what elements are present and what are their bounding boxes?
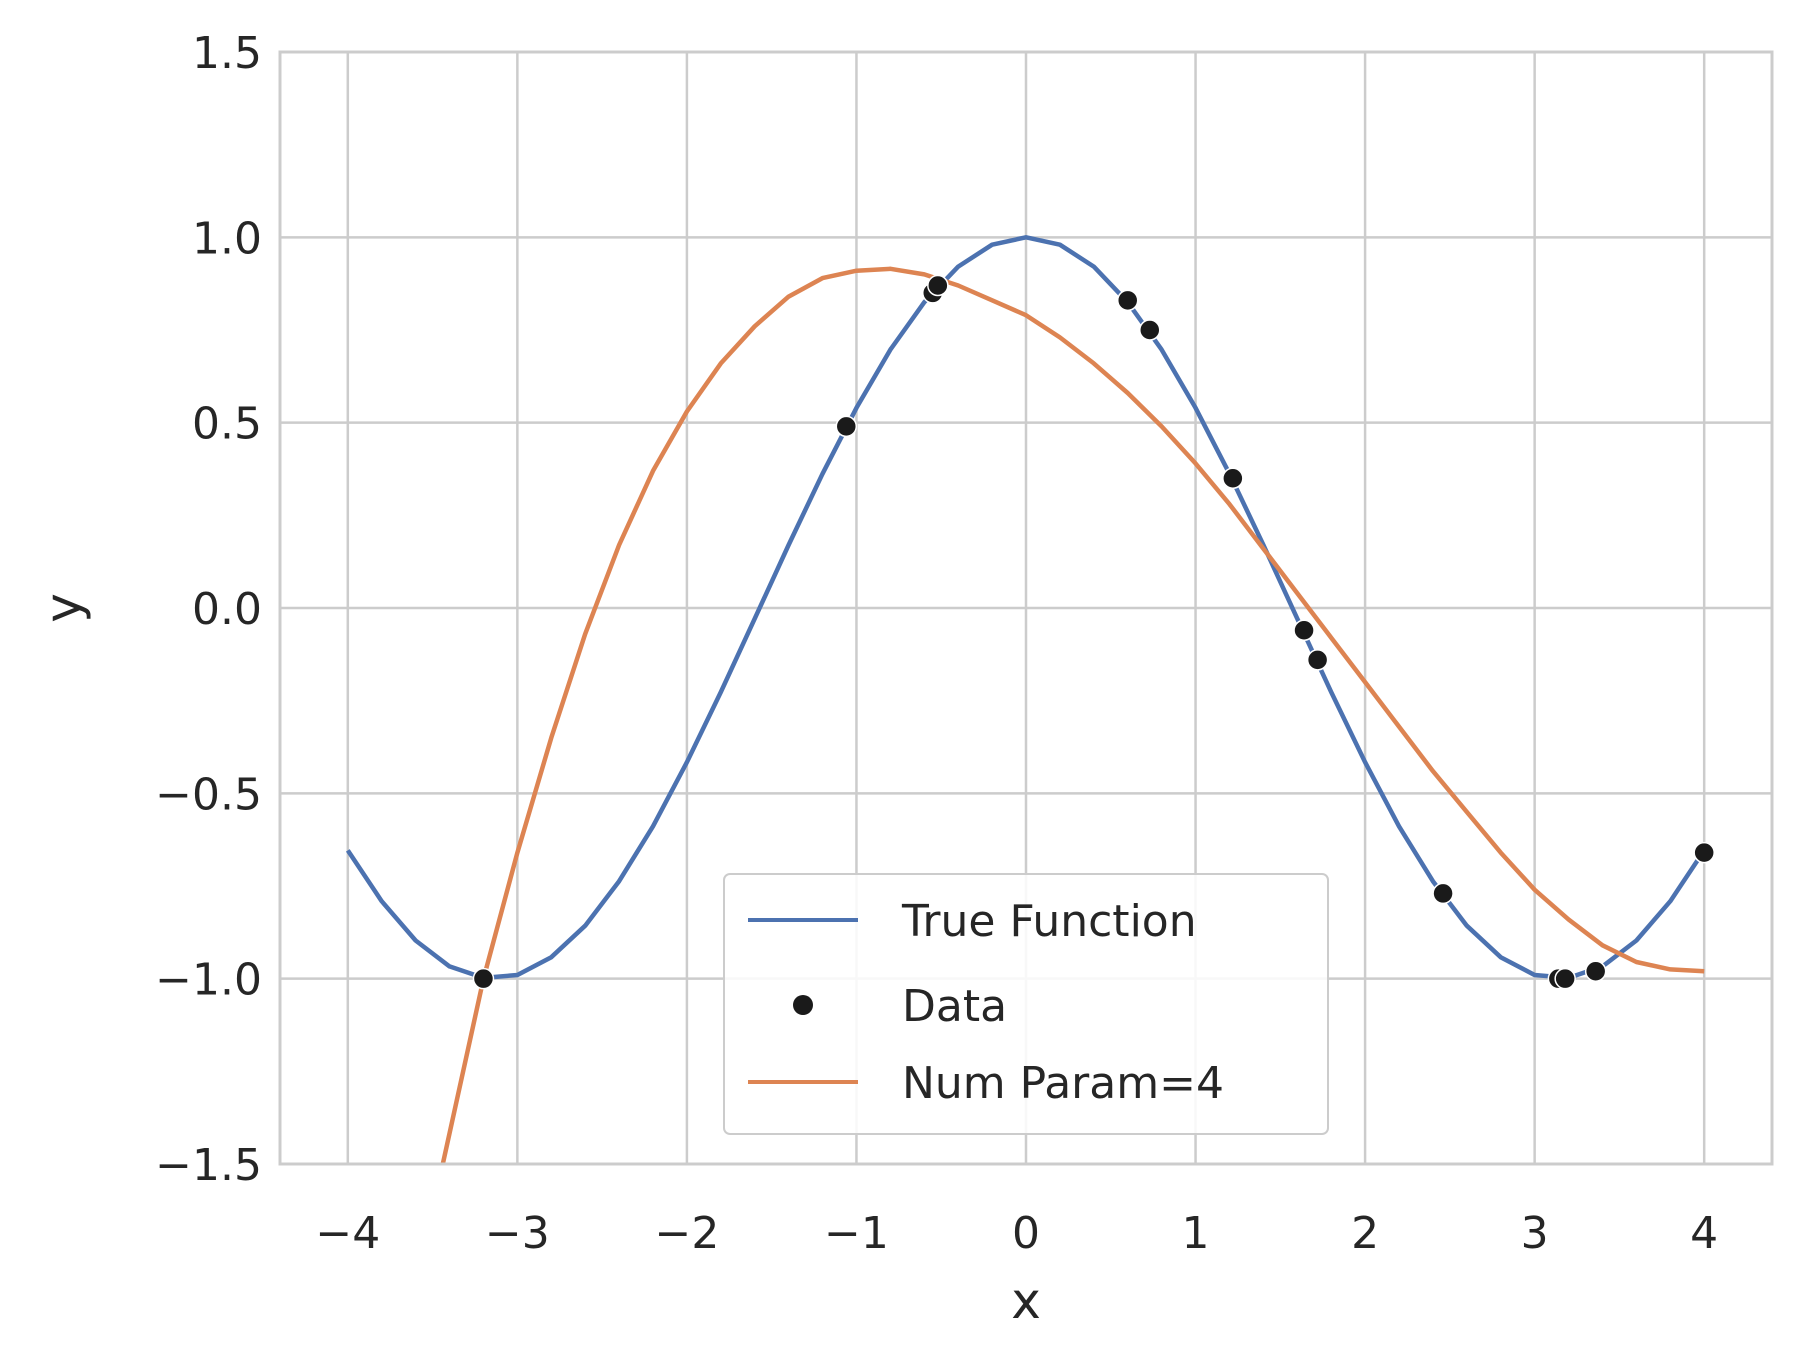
y-tick-label: 1.5 (192, 28, 262, 79)
y-tick-label: −0.5 (155, 769, 262, 820)
x-tick-label: −3 (485, 1208, 550, 1259)
x-axis-label: x (1011, 1272, 1041, 1330)
x-tick-label: 0 (1012, 1208, 1040, 1259)
series-line-true-function (345, 235, 1707, 981)
data-point (1306, 649, 1329, 671)
data-point (927, 274, 949, 297)
x-tick-label: −1 (824, 1208, 889, 1259)
legend: True Function Data Num Param=4 (723, 873, 1329, 1135)
series-layer (345, 235, 1715, 1164)
y-tick-label: −1.5 (155, 1140, 262, 1191)
data-point (1584, 960, 1607, 983)
data-point (1139, 319, 1161, 341)
x-tick-label: 4 (1690, 1208, 1718, 1259)
data-point (1293, 619, 1315, 641)
x-tick-label: 3 (1521, 1208, 1549, 1259)
data-point (1222, 467, 1244, 490)
data-point (1693, 841, 1715, 864)
x-tick-label: 1 (1182, 1208, 1210, 1259)
legend-label-data: Data (902, 981, 1007, 1032)
data-point (835, 415, 858, 438)
series-line-num-param-4 (440, 266, 1705, 1164)
y-tick-label: 1.0 (192, 213, 262, 264)
data-point (1554, 967, 1576, 990)
x-tick-label: −4 (315, 1208, 380, 1259)
x-tick-label: 2 (1351, 1208, 1379, 1259)
y-tick-labels: −1.5 −1.0 −0.5 0.0 0.5 1.0 1.5 (155, 28, 262, 1191)
plot-frame (278, 50, 1774, 1166)
x-tick-labels: −4 −3 −2 −1 0 1 2 3 4 (315, 1208, 1718, 1259)
legend-box (723, 873, 1329, 1135)
legend-label-true-function: True Function (901, 896, 1197, 947)
data-point (472, 967, 495, 990)
y-axis-label: y (34, 593, 92, 623)
y-tick-label: 0.0 (192, 584, 262, 635)
y-tick-label: 0.5 (192, 399, 262, 450)
data-point (1116, 289, 1139, 312)
y-tick-label: −1.0 (155, 955, 262, 1006)
data-point (1432, 882, 1454, 905)
legend-label-num-param: Num Param=4 (902, 1058, 1224, 1109)
x-tick-label: −2 (654, 1208, 719, 1259)
legend-swatch-data (793, 995, 813, 1015)
